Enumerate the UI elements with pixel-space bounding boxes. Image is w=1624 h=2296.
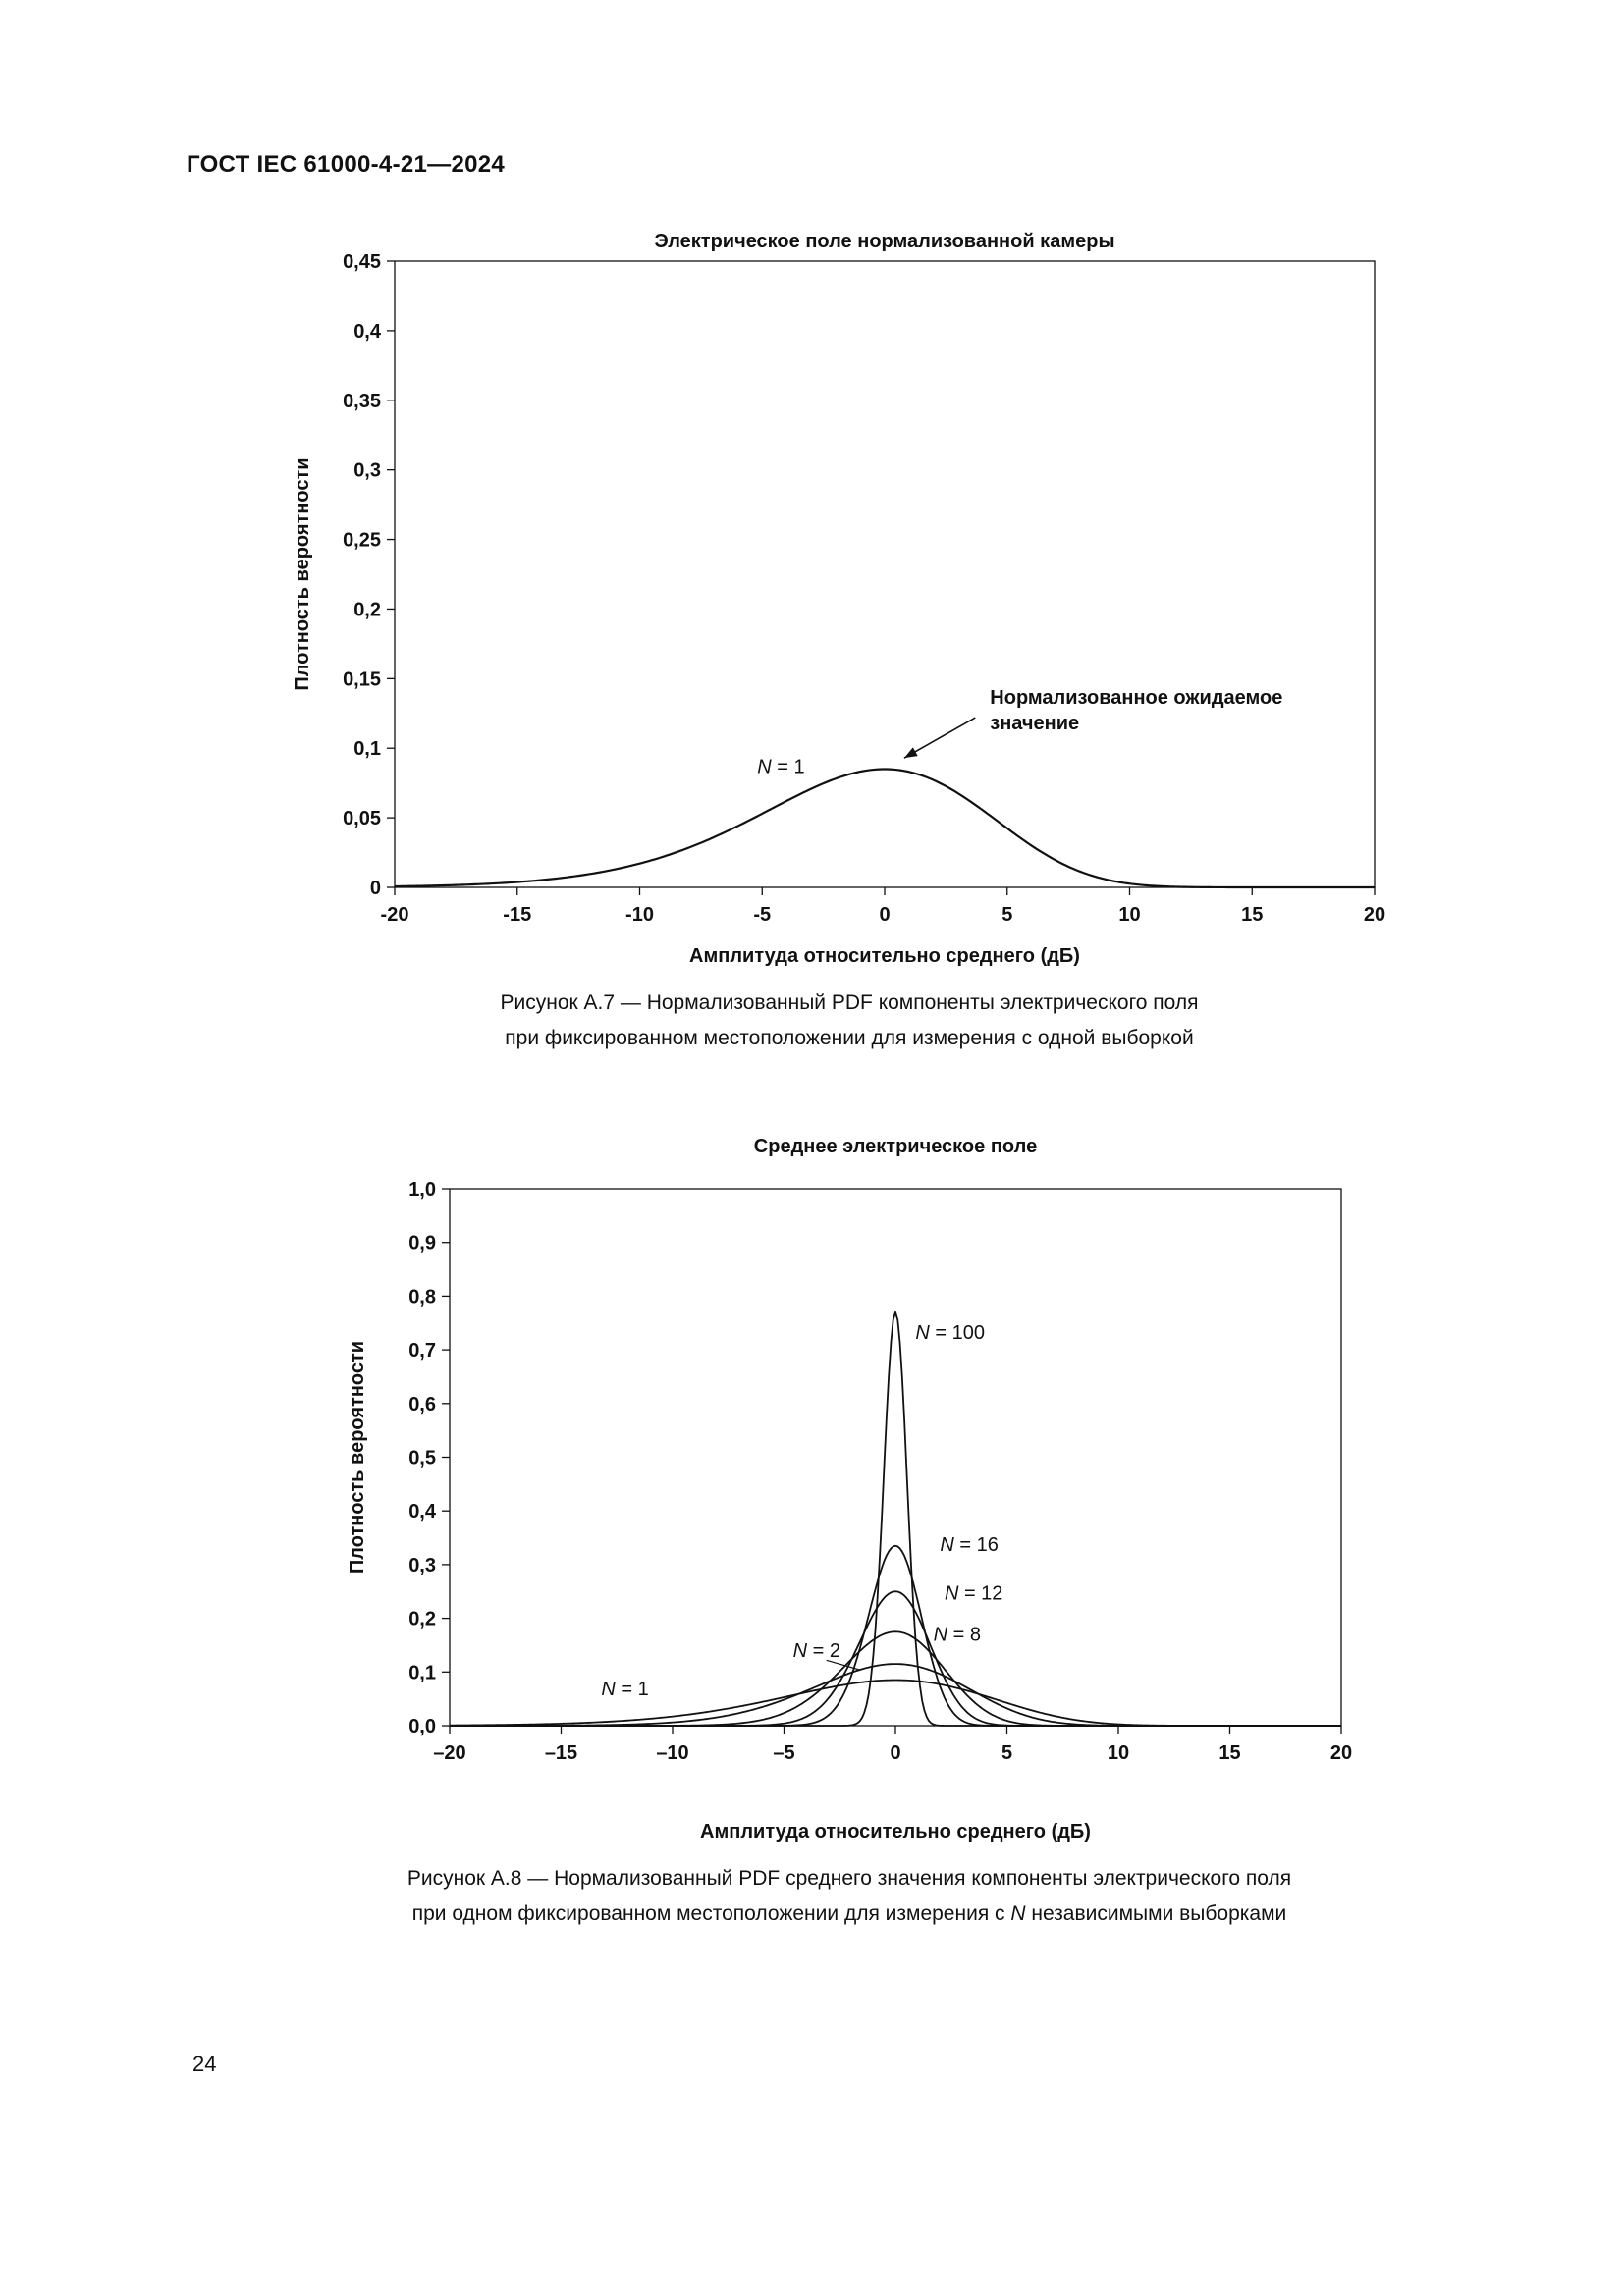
svg-text:0: 0	[890, 1742, 900, 1764]
svg-text:-10: -10	[625, 904, 654, 926]
svg-text:N = 16: N = 16	[940, 1534, 999, 1556]
page-number: 24	[192, 2052, 217, 2076]
svg-text:–10: –10	[656, 1742, 688, 1764]
svg-text:0: 0	[879, 904, 890, 926]
svg-text:Амплитуда относительно среднег: Амплитуда относительно среднего (дБ)	[689, 945, 1080, 967]
svg-text:0,7: 0,7	[408, 1340, 436, 1362]
svg-text:20: 20	[1364, 904, 1385, 926]
figure-a8-caption: Рисунок А.8 — Нормализованный PDF средне…	[245, 1861, 1453, 1932]
svg-text:0,6: 0,6	[408, 1394, 436, 1415]
svg-text:значение: значение	[990, 713, 1079, 734]
svg-text:0,8: 0,8	[408, 1286, 436, 1308]
svg-text:0,9: 0,9	[408, 1233, 436, 1255]
svg-text:0,35: 0,35	[343, 391, 381, 412]
svg-text:Плотность вероятности: Плотность вероятности	[292, 457, 313, 690]
svg-text:N = 1: N = 1	[601, 1679, 648, 1700]
svg-text:0,2: 0,2	[353, 599, 381, 620]
svg-text:-20: -20	[381, 904, 409, 926]
figure-a8-chart: –20 –15 –10 –5 0 5 10 15 20 0,0 0,1 0,2 0,3 0,4 0,5 0,6…	[347, 1136, 1352, 1842]
svg-text:10: 10	[1108, 1742, 1129, 1764]
svg-text:5: 5	[1001, 1742, 1012, 1764]
svg-text:N = 1: N = 1	[757, 757, 804, 778]
svg-text:Амплитуда относительно среднег: Амплитуда относительно среднего (дБ)	[700, 1821, 1091, 1842]
svg-text:0,15: 0,15	[343, 668, 381, 690]
svg-text:1,0: 1,0	[408, 1179, 436, 1201]
svg-text:0,4: 0,4	[408, 1501, 437, 1522]
svg-text:0,1: 0,1	[353, 738, 381, 760]
svg-text:20: 20	[1330, 1742, 1352, 1764]
svg-text:–15: –15	[545, 1742, 577, 1764]
svg-text:N = 2: N = 2	[793, 1640, 840, 1662]
document-header: ГОСТ IEC 61000-4-21—2024	[187, 151, 506, 178]
svg-text:Нормализованное ожидаемое: Нормализованное ожидаемое	[990, 687, 1282, 709]
svg-text:Электрическое поле нормализова: Электрическое поле нормализованной камер…	[654, 231, 1114, 252]
svg-text:-5: -5	[753, 904, 771, 926]
svg-text:0,5: 0,5	[408, 1448, 436, 1469]
svg-text:15: 15	[1241, 904, 1263, 926]
figure-a8-caption-line2: при одном фиксированном местоположении д…	[411, 1902, 1287, 1925]
svg-text:0,1: 0,1	[408, 1662, 436, 1683]
svg-text:0,0: 0,0	[408, 1716, 436, 1737]
svg-text:Среднее электрическое поле: Среднее электрическое поле	[754, 1136, 1037, 1157]
figure-a7-caption: Рисунок А.7 — Нормализованный PDF компон…	[245, 986, 1453, 1056]
svg-text:0,2: 0,2	[408, 1609, 436, 1630]
svg-text:15: 15	[1218, 1742, 1240, 1764]
figure-a7-caption-line2: при фиксированном местоположении для изм…	[505, 1027, 1194, 1049]
figure-a7-chart: -20 -15 -10 -5 0 5 10 15 20 0 0,05 0,1 0,15 0,2 0,25 0,…	[292, 231, 1385, 967]
svg-text:0,05: 0,05	[343, 808, 381, 829]
figure-a8-caption-line1: Рисунок А.8 — Нормализованный PDF средне…	[406, 1867, 1292, 1890]
svg-text:–5: –5	[773, 1742, 794, 1764]
svg-text:0,3: 0,3	[353, 460, 381, 482]
svg-text:N = 100: N = 100	[915, 1322, 985, 1344]
svg-text:N = 12: N = 12	[945, 1582, 1003, 1604]
svg-text:N = 8: N = 8	[934, 1625, 981, 1646]
svg-text:5: 5	[1001, 904, 1012, 926]
svg-text:0,3: 0,3	[408, 1555, 436, 1576]
svg-text:-15: -15	[503, 904, 531, 926]
svg-text:0,4: 0,4	[353, 321, 382, 343]
svg-text:0: 0	[370, 878, 381, 899]
svg-text:0,45: 0,45	[343, 251, 381, 273]
svg-text:–20: –20	[433, 1742, 465, 1764]
svg-text:0,25: 0,25	[343, 530, 381, 552]
svg-text:Плотность вероятности: Плотность вероятности	[347, 1341, 368, 1574]
figure-a7-caption-line1: Рисунок А.7 — Нормализованный PDF компон…	[500, 991, 1199, 1014]
svg-text:10: 10	[1118, 904, 1140, 926]
